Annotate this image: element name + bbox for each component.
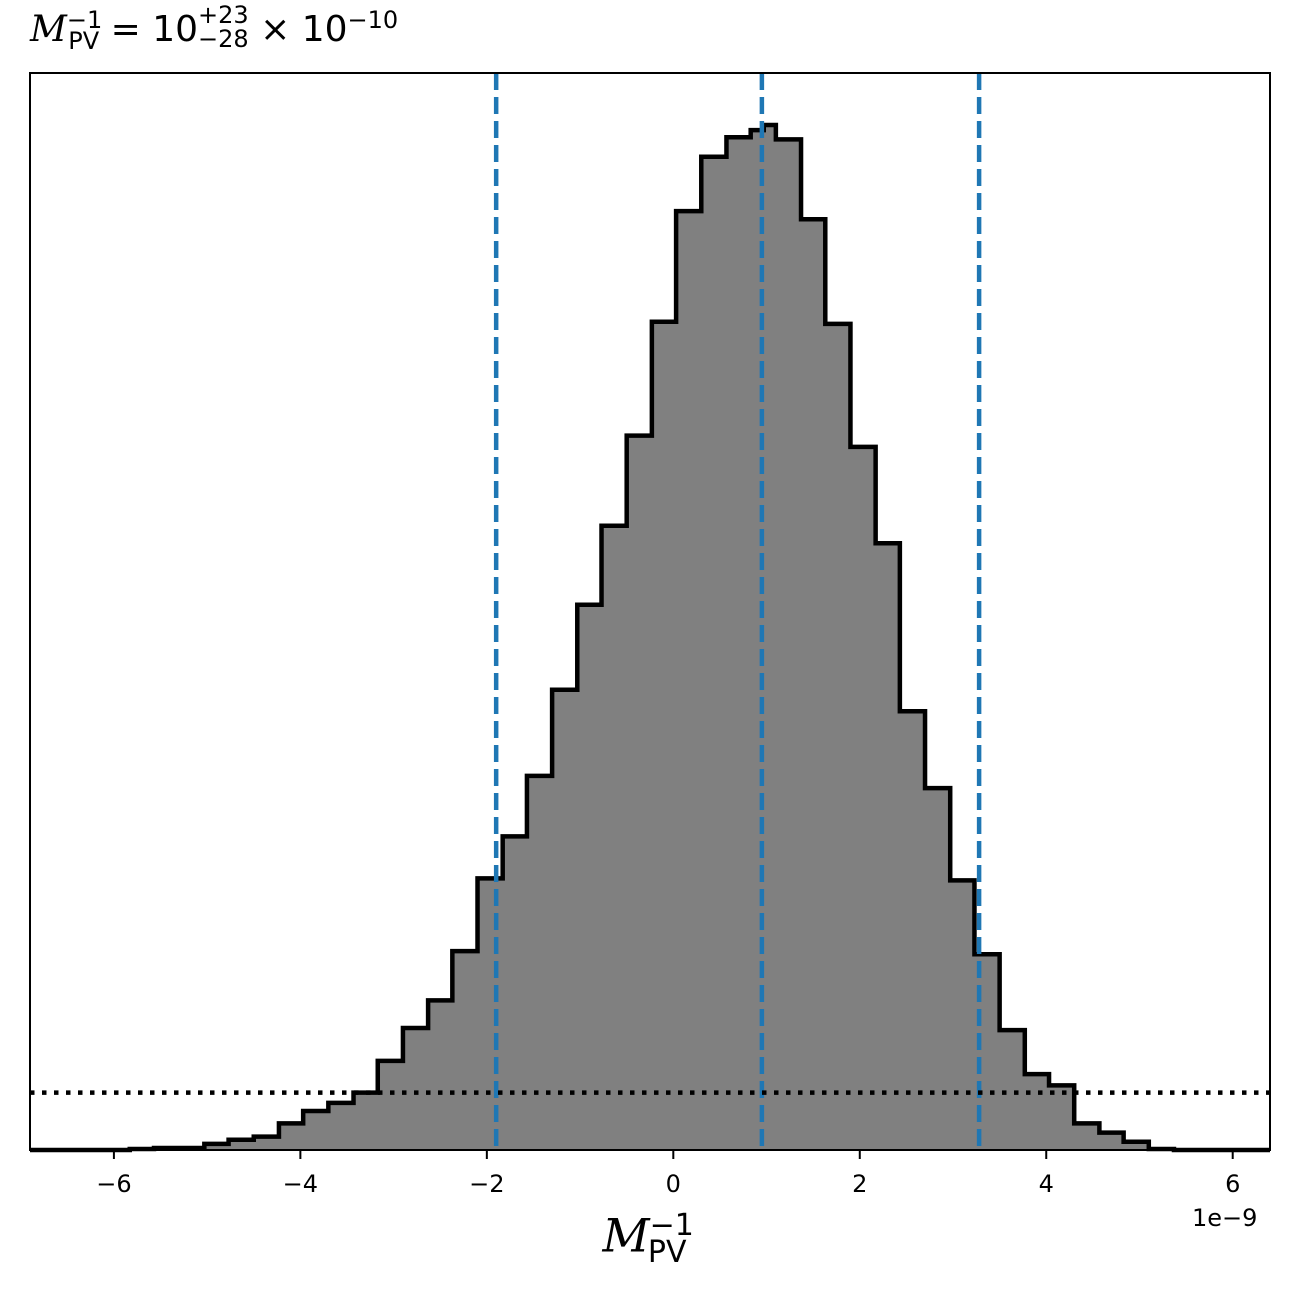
histogram-bar [577,604,603,1150]
histogram-bar [477,878,504,1150]
histogram-bar [676,211,702,1151]
histogram-bar [278,1123,304,1150]
histogram-bar [775,139,802,1151]
chart-title: M−1PV = 10 +23 −28 × 10−10 [30,1,399,56]
x-tick-label: 0 [666,1170,681,1198]
histogram-bar [701,156,727,1150]
histogram-bar [999,1030,1026,1150]
x-axis-label: M−1PV [0,1208,1289,1270]
histogram-bar [526,775,553,1150]
title-equals: = 10 [99,9,199,50]
histogram-bar [875,543,901,1150]
x-tick-label: −4 [283,1170,318,1198]
histogram-bar [850,446,877,1151]
x-axis-ticks: −6 −4 −2 0 2 4 6 [96,1150,1240,1198]
title-exponent: −10 [347,6,399,34]
histogram-bar [651,321,677,1150]
histogram-bar [801,219,826,1151]
histogram-bars [129,125,1175,1151]
xlabel-symbol: M [602,1208,650,1263]
xlabel-sup: −1 [649,1208,694,1243]
histogram-bar [428,1000,453,1150]
histogram-outline [30,122,1270,1153]
histogram-bar [626,435,653,1150]
histogram-bar [726,137,752,1151]
histogram-bar [1099,1132,1125,1150]
title-err-plus: +23 [198,1,249,29]
reference-lines [30,73,1270,1150]
title-times: × 10 [248,9,348,50]
histogram-bar [825,323,851,1151]
histogram-bar [899,711,926,1150]
histogram-bar [1123,1141,1150,1150]
histogram-bar [402,1028,429,1150]
histogram-bar [303,1111,329,1150]
x-tick-label: −2 [469,1170,504,1198]
histogram-bar [1024,1074,1050,1150]
histogram-bar [228,1139,255,1150]
plot-frame [29,72,1271,1151]
histogram-bar [1049,1085,1075,1150]
histogram-bar [452,951,479,1150]
histogram-bar [763,125,777,1150]
histogram-bar [925,788,951,1150]
histogram-bar [353,1092,379,1150]
histogram-bar [204,1143,230,1150]
histogram-bar [1074,1123,1100,1150]
title-symbol-sup: −1 [66,6,103,34]
xlabel-sub: PV [647,1234,687,1270]
histogram-step-outline [30,122,1270,1153]
x-tick-label: 2 [852,1170,867,1198]
histogram-bar [950,880,975,1150]
title-err-minus: −28 [198,25,249,53]
title-symbol: M [30,9,67,50]
histogram-bar [377,1060,404,1150]
x-tick-label: 6 [1225,1170,1240,1198]
histogram-bar [328,1102,355,1150]
title-symbol-sub: PV [68,27,100,56]
x-axis-offset-text: 1e−9 [1192,1204,1258,1232]
x-tick-label: 4 [1039,1170,1054,1198]
histogram-bar [502,836,528,1150]
histogram-bar [601,525,628,1150]
x-tick-label: −6 [96,1170,131,1198]
histogram-bar [552,689,578,1150]
histogram-bar [253,1136,280,1150]
